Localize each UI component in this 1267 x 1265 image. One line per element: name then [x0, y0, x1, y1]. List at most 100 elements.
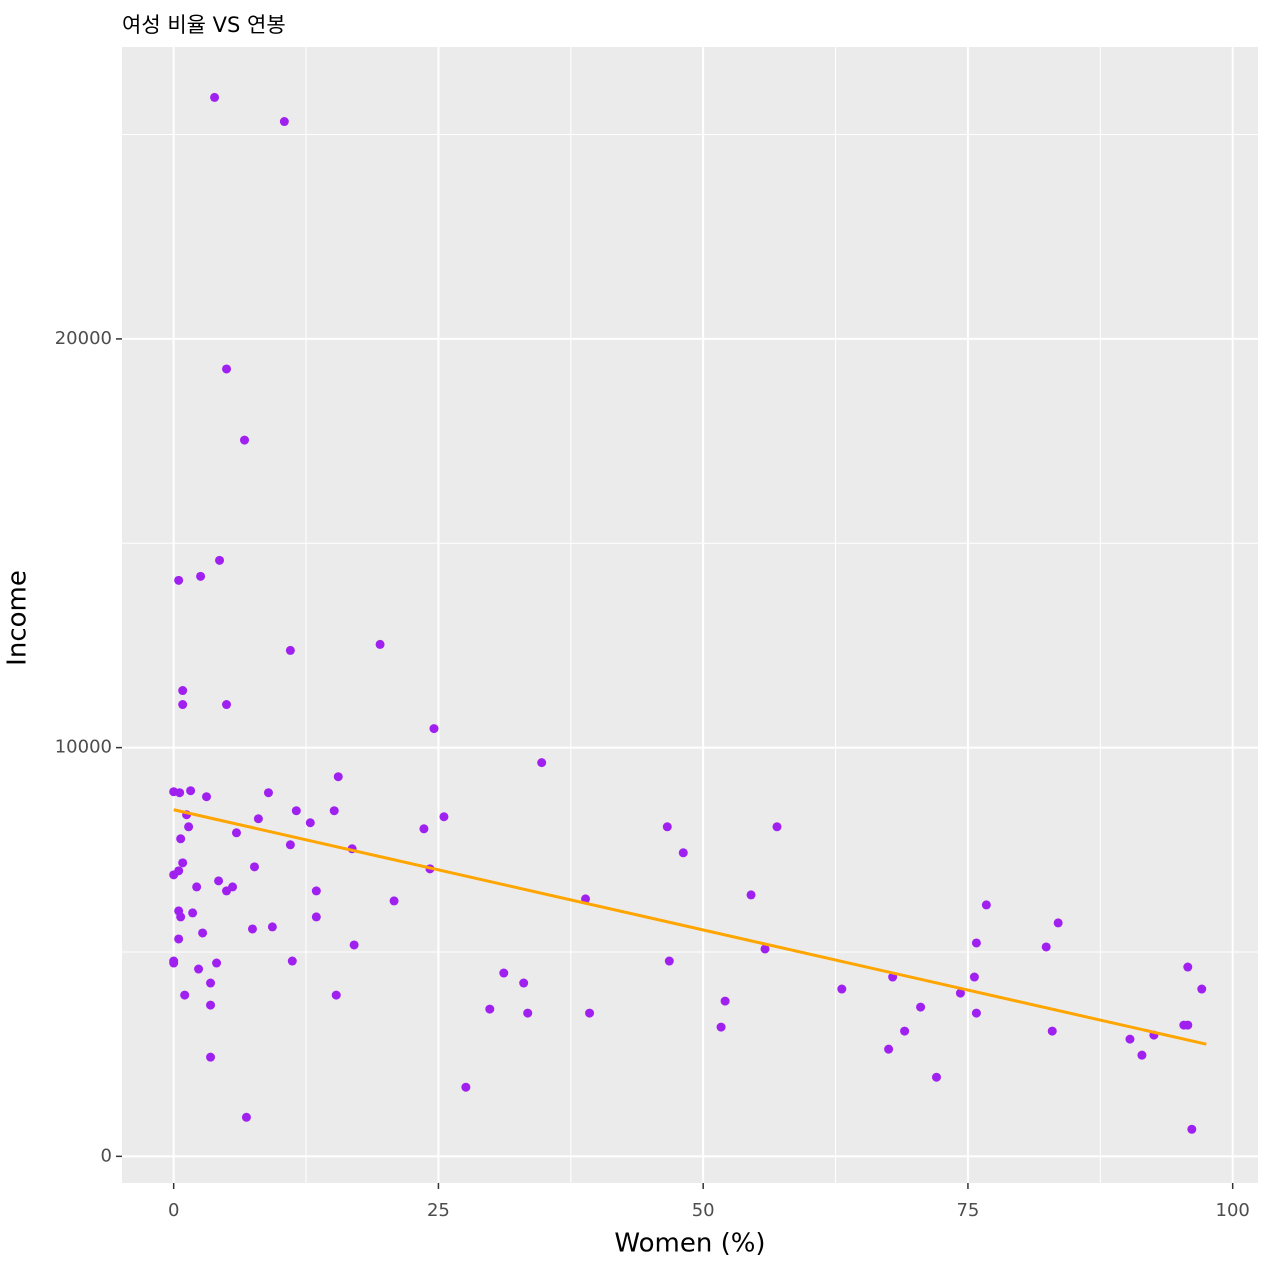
point — [285, 840, 295, 850]
point — [192, 882, 202, 892]
point — [184, 822, 194, 832]
point — [206, 1052, 216, 1062]
point — [222, 886, 232, 896]
x-tick-label: 50 — [692, 1200, 715, 1221]
point — [439, 812, 449, 822]
point — [176, 912, 186, 922]
point — [1137, 1050, 1147, 1060]
point — [1183, 962, 1193, 972]
point — [716, 1022, 726, 1032]
point — [215, 555, 225, 565]
point — [206, 978, 216, 988]
point — [188, 908, 198, 918]
point — [772, 822, 782, 832]
x-tick-label: 0 — [168, 1200, 179, 1221]
y-axis-title: Income — [3, 570, 33, 666]
x-axis-title: Women (%) — [614, 1229, 765, 1259]
point — [279, 117, 289, 127]
point — [662, 822, 672, 832]
point — [884, 1044, 894, 1054]
point — [263, 788, 273, 798]
point — [523, 1008, 533, 1018]
point — [969, 972, 979, 982]
point — [240, 435, 250, 445]
point — [174, 575, 184, 585]
point — [419, 824, 429, 834]
point — [519, 978, 529, 988]
point — [1053, 918, 1063, 928]
point — [746, 890, 756, 900]
point — [210, 92, 220, 102]
point — [287, 956, 297, 966]
point — [196, 571, 206, 581]
point — [585, 1008, 595, 1018]
point — [206, 1000, 216, 1010]
point — [180, 990, 190, 1000]
point — [267, 922, 277, 932]
point — [194, 964, 204, 974]
point — [231, 828, 241, 838]
point — [174, 934, 184, 944]
trend-line — [173, 808, 1207, 1046]
point — [349, 940, 359, 950]
point — [331, 990, 341, 1000]
point — [485, 1004, 495, 1014]
point — [931, 1072, 941, 1082]
point — [664, 956, 674, 966]
point — [285, 645, 295, 655]
point — [202, 792, 212, 802]
point — [178, 858, 188, 868]
point — [253, 814, 263, 824]
point — [900, 1026, 910, 1036]
point — [1183, 1020, 1193, 1030]
point — [916, 1002, 926, 1012]
point — [329, 806, 339, 816]
point — [981, 900, 991, 910]
point — [186, 786, 196, 796]
point — [1125, 1034, 1135, 1044]
x-tick-label: 100 — [1216, 1200, 1250, 1221]
point — [1187, 1124, 1197, 1134]
point — [241, 1112, 251, 1122]
point — [222, 364, 232, 374]
point — [333, 772, 343, 782]
y-tick-label: 10000 — [55, 737, 112, 758]
point — [1197, 984, 1207, 994]
point — [311, 912, 321, 922]
point — [311, 886, 321, 896]
point — [678, 848, 688, 858]
chart-title: 여성 비율 VS 연봉 — [122, 13, 286, 37]
point — [971, 938, 981, 948]
point — [955, 988, 965, 998]
point — [461, 1082, 471, 1092]
point — [837, 984, 847, 994]
panel — [122, 47, 1258, 1183]
point — [169, 958, 179, 968]
point — [291, 806, 301, 816]
point — [305, 818, 315, 828]
point — [1047, 1026, 1057, 1036]
point — [176, 834, 186, 844]
point — [169, 870, 179, 880]
point — [389, 896, 399, 906]
point — [222, 700, 232, 710]
y-tick-label: 0 — [101, 1145, 112, 1166]
point — [537, 758, 547, 768]
point — [178, 700, 188, 710]
point — [429, 724, 439, 734]
point — [214, 876, 224, 886]
point — [198, 928, 208, 938]
x-tick-label: 75 — [956, 1200, 979, 1221]
point — [760, 944, 770, 954]
point — [720, 996, 730, 1006]
point — [249, 862, 259, 872]
point — [212, 958, 222, 968]
point — [375, 639, 385, 649]
point — [175, 788, 185, 798]
point — [499, 968, 509, 978]
point — [1041, 942, 1051, 952]
point — [178, 686, 188, 696]
point — [581, 894, 591, 904]
y-tick-label: 20000 — [55, 328, 112, 349]
